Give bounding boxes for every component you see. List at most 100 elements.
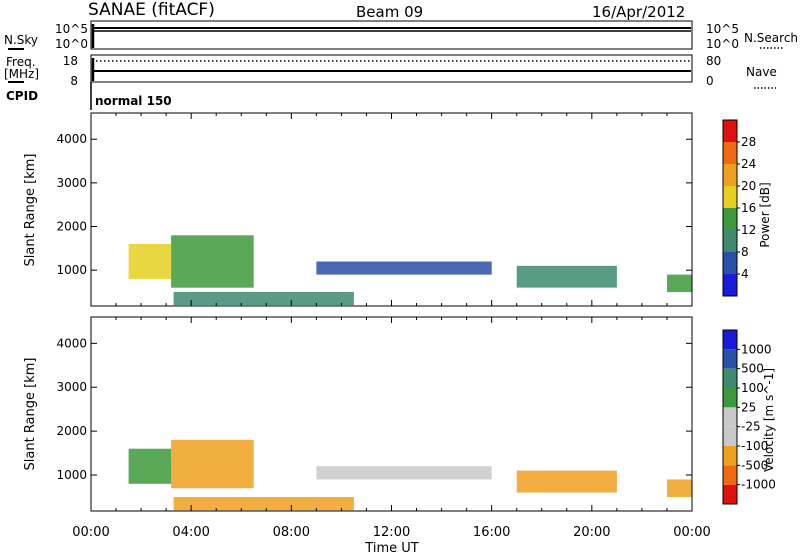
cpid-label: CPID: [6, 89, 38, 103]
echo-region-5: [667, 479, 692, 497]
freq-right-label: Nave: [746, 65, 777, 79]
y-tick-label: 2000: [56, 424, 87, 438]
velocity-colorbar-swatch: [723, 465, 737, 485]
echo-region-0: [128, 244, 172, 279]
echo-region-0: [128, 448, 172, 484]
echo-region-5: [667, 274, 692, 293]
time-tick-label: 04:00: [172, 525, 209, 540]
velocity-y-ticks: 1000 2000 3000 4000: [56, 336, 692, 482]
velocity-colorbar-tick-label: 500: [741, 362, 764, 376]
freq-left-label-2: [MHz]: [4, 67, 39, 81]
velocity-colorbar-tick-label: -100: [741, 439, 768, 453]
freq-right-tick-top: 80: [706, 54, 721, 68]
time-tick-label: 12:00: [373, 525, 410, 540]
echo-region-3: [316, 466, 492, 480]
noise-left-label: N.Sky: [4, 33, 38, 47]
freq-right-tick-bottom: 0: [706, 74, 714, 88]
date-title: 16/Apr/2012: [592, 3, 685, 21]
power-colorbar-tick-label: 20: [741, 179, 756, 193]
power-colorbar-label: Power [dB]: [758, 182, 772, 247]
y-tick-label: 1000: [56, 468, 87, 482]
y-tick-label: 3000: [56, 380, 87, 394]
freq-panel-frame: [90, 54, 693, 83]
echo-region-4: [516, 265, 617, 288]
noise-left-tick-top: 10^5: [55, 22, 88, 36]
velocity-colorbar-swatch: [723, 368, 737, 388]
velocity-echoes: [128, 439, 692, 511]
velocity-colorbar-label: Velocity [m s^-1]: [762, 368, 776, 472]
y-tick-label: 2000: [56, 220, 87, 234]
power-colorbar-swatch: [723, 120, 737, 142]
cpid-panel: CPID normal 150: [6, 82, 172, 110]
velocity-panel: 1000 2000 3000 4000 Slant Range [km] 1000 50…: [23, 316, 776, 512]
station-title: SANAE (fitACF): [88, 0, 215, 20]
time-tick-label: 16:00: [473, 525, 510, 540]
freq-left-tick-bottom: 8: [70, 74, 78, 88]
power-colorbar-swatch: [723, 230, 737, 252]
noise-right-tick-top: 10^5: [706, 22, 739, 36]
power-colorbar-tick-label: 8: [741, 245, 749, 259]
noise-right-label: N.Search: [744, 31, 798, 45]
velocity-colorbar-tick-label: 1000: [741, 342, 772, 356]
noise-panel: N.Sky 10^5 10^0 10^5 10^0 N.Search: [4, 20, 798, 51]
velocity-colorbar-swatch: [723, 446, 737, 466]
power-colorbar-swatch: [723, 186, 737, 208]
echo-region-2: [173, 497, 354, 511]
power-colorbar-swatch: [723, 252, 737, 274]
velocity-x-ticks: [90, 317, 693, 511]
echo-region-1: [171, 439, 254, 489]
power-colorbar-tick-label: 12: [741, 223, 756, 237]
power-colorbar-tick-label: 28: [741, 135, 756, 149]
time-axis-label: Time UT: [364, 541, 418, 554]
power-y-ticks: 1000 2000 3000 4000: [56, 132, 692, 277]
echo-region-3: [316, 261, 492, 275]
velocity-colorbar-tick-label: -25: [741, 420, 761, 434]
y-tick-label: 1000: [56, 263, 87, 277]
beam-title: Beam 09: [356, 3, 423, 21]
velocity-y-axis-label: Slant Range [km]: [23, 358, 38, 471]
velocity-colorbar-tick-label: -1000: [741, 478, 776, 492]
time-tick-label: 00:00: [72, 525, 109, 540]
power-colorbar-tick-label: 24: [741, 157, 756, 171]
echo-region-2: [173, 292, 354, 306]
velocity-colorbar-swatch: [723, 388, 737, 408]
y-tick-label: 4000: [56, 336, 87, 350]
noise-right-tick-bottom: 10^0: [706, 37, 739, 51]
power-colorbar-swatch: [723, 208, 737, 230]
velocity-colorbar-frame: [722, 329, 738, 505]
freq-left-label-1: Freq.: [6, 55, 36, 69]
cpid-mode: normal 150: [95, 94, 172, 108]
velocity-colorbar-tick-label: 25: [741, 400, 756, 414]
power-colorbar-tick-label: 16: [741, 201, 756, 215]
velocity-colorbar: 1000 500 100 25 -25 -100 -500 -1000: [722, 329, 776, 505]
power-y-axis-label: Slant Range [km]: [23, 154, 38, 267]
noise-left-tick-bottom: 10^0: [55, 37, 88, 51]
noise-panel-frame: [90, 20, 693, 50]
power-colorbar-swatch: [723, 274, 737, 296]
noise-traces: [91, 24, 691, 48]
freq-left-tick-top: 18: [63, 54, 78, 68]
y-tick-label: 3000: [56, 176, 87, 190]
power-colorbar-swatch: [723, 164, 737, 186]
freq-panel: Freq. [MHz] 18 8 80 0 Nave: [4, 54, 777, 89]
time-axis-labels: 00:00 04:00 08:00 12:00 16:00 20:00 00:00: [72, 525, 710, 540]
power-colorbar-tick-label: 4: [741, 267, 749, 281]
time-tick-label: 08:00: [273, 525, 310, 540]
power-panel: 1000 2000 3000 4000 Slant Range [km] 4 8 12 16…: [23, 112, 772, 307]
velocity-colorbar-swatch: [723, 349, 737, 369]
velocity-colorbar-tick-label: 100: [741, 381, 764, 395]
velocity-colorbar-tick-label: -500: [741, 458, 768, 472]
echo-region-1: [171, 235, 254, 288]
time-tick-label: 00:00: [673, 525, 710, 540]
velocity-colorbar-swatch: [723, 426, 737, 446]
power-x-ticks: [90, 113, 693, 306]
velocity-colorbar-swatch: [723, 484, 737, 504]
y-tick-label: 4000: [56, 132, 87, 146]
power-colorbar-swatch: [723, 142, 737, 164]
time-tick-label: 20:00: [573, 525, 610, 540]
power-colorbar: 4 8 12 16 20 24 28: [722, 119, 756, 297]
velocity-colorbar-swatch: [723, 330, 737, 350]
velocity-colorbar-swatch: [723, 407, 737, 427]
power-echoes: [128, 235, 692, 306]
